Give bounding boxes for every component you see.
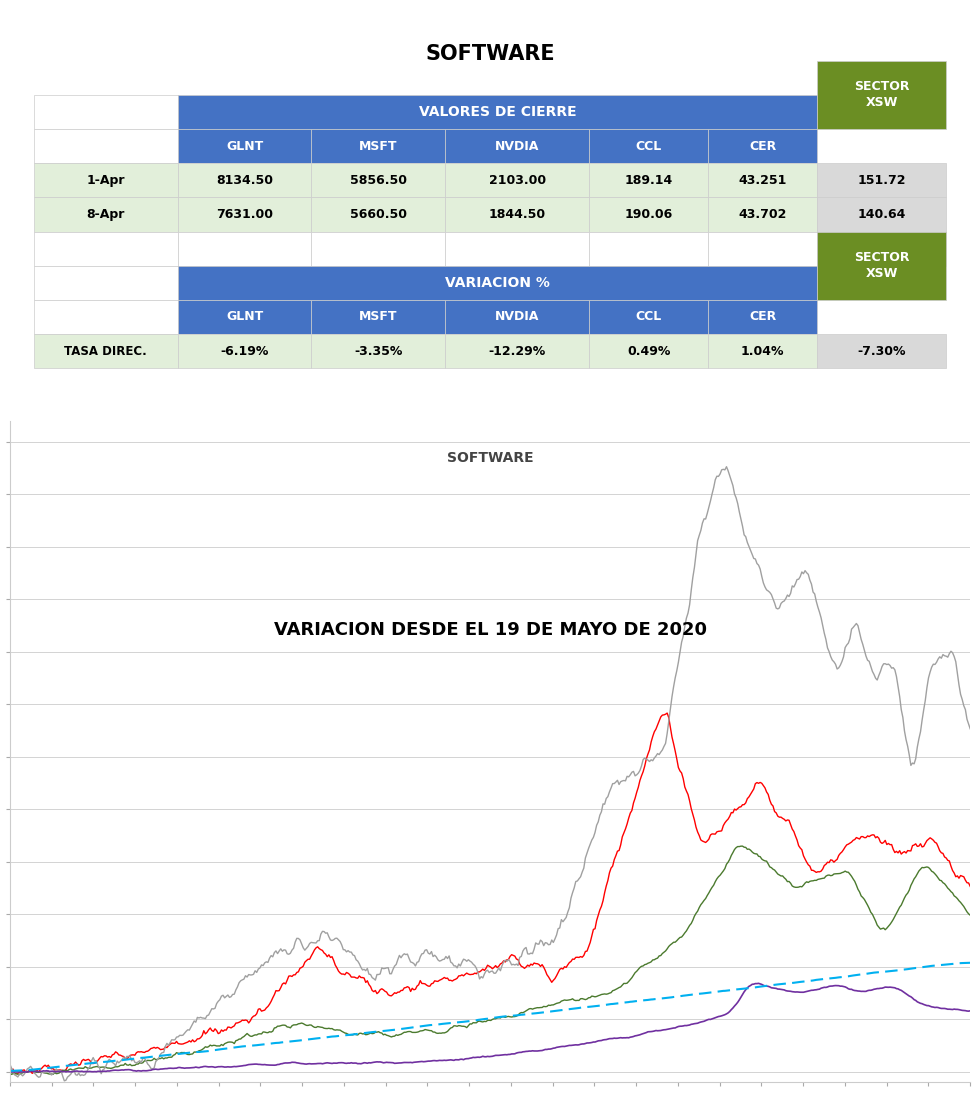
Text: GLNT: GLNT — [226, 310, 264, 324]
Bar — [589, 232, 709, 266]
Bar — [312, 334, 445, 368]
Text: TASA DIREC.: TASA DIREC. — [65, 344, 147, 357]
Bar — [33, 266, 177, 299]
Text: VALORES DE CIERRE: VALORES DE CIERRE — [418, 105, 576, 119]
Text: NVDIA: NVDIA — [495, 140, 539, 153]
Bar — [312, 232, 445, 266]
Bar — [312, 163, 445, 198]
Bar — [445, 232, 589, 266]
Text: 2103.00: 2103.00 — [489, 174, 546, 187]
Bar — [817, 232, 946, 299]
Text: -12.29%: -12.29% — [489, 344, 546, 357]
Bar — [33, 198, 177, 232]
Bar — [177, 232, 312, 266]
Bar — [817, 334, 946, 368]
Text: SECTOR
XSW: SECTOR XSW — [854, 81, 909, 109]
Bar — [445, 163, 589, 198]
Bar — [709, 198, 817, 232]
Text: SECTOR
XSW: SECTOR XSW — [854, 251, 909, 280]
Bar — [445, 129, 589, 163]
Text: CER: CER — [749, 140, 776, 153]
Bar — [817, 232, 946, 266]
Text: CER: CER — [749, 310, 776, 324]
Text: CCL: CCL — [636, 140, 662, 153]
Text: 190.06: 190.06 — [624, 208, 673, 221]
Bar — [33, 129, 177, 163]
Text: 5660.50: 5660.50 — [350, 208, 407, 221]
Bar — [177, 163, 312, 198]
Bar — [445, 299, 589, 334]
Text: VARIACION DESDE EL 19 DE MAYO DE 2020: VARIACION DESDE EL 19 DE MAYO DE 2020 — [273, 622, 707, 639]
Text: 151.72: 151.72 — [858, 174, 906, 187]
Bar — [589, 129, 709, 163]
Bar — [312, 129, 445, 163]
Bar — [177, 198, 312, 232]
Bar — [33, 232, 177, 266]
Text: 1-Apr: 1-Apr — [86, 174, 125, 187]
Text: -6.19%: -6.19% — [220, 344, 269, 357]
Bar — [589, 198, 709, 232]
Bar — [709, 299, 817, 334]
Text: 1844.50: 1844.50 — [489, 208, 546, 221]
Bar — [33, 163, 177, 198]
Bar — [33, 334, 177, 368]
Text: 8-Apr: 8-Apr — [86, 208, 124, 221]
Bar — [177, 334, 312, 368]
Bar — [589, 163, 709, 198]
Text: NVDIA: NVDIA — [495, 310, 539, 324]
Text: GLNT: GLNT — [226, 140, 264, 153]
Bar — [445, 198, 589, 232]
Bar — [177, 129, 312, 163]
Text: -7.30%: -7.30% — [858, 344, 906, 357]
Bar — [709, 163, 817, 198]
Text: SOFTWARE: SOFTWARE — [447, 450, 533, 465]
Bar — [177, 299, 312, 334]
Bar — [312, 198, 445, 232]
Text: -3.35%: -3.35% — [354, 344, 403, 357]
Text: 1.04%: 1.04% — [741, 344, 784, 357]
Text: 43.251: 43.251 — [739, 174, 787, 187]
Bar — [589, 334, 709, 368]
Text: CCL: CCL — [636, 310, 662, 324]
Bar — [33, 299, 177, 334]
Text: MSFT: MSFT — [360, 140, 398, 153]
Text: MSFT: MSFT — [360, 310, 398, 324]
Bar — [709, 232, 817, 266]
Bar — [589, 299, 709, 334]
Bar — [817, 163, 946, 198]
Bar — [817, 198, 946, 232]
Text: SOFTWARE: SOFTWARE — [425, 45, 555, 64]
Text: 0.49%: 0.49% — [627, 344, 670, 357]
Text: 43.702: 43.702 — [739, 208, 787, 221]
Bar — [709, 129, 817, 163]
Text: 189.14: 189.14 — [624, 174, 673, 187]
Bar — [177, 266, 817, 299]
Text: 140.64: 140.64 — [858, 208, 906, 221]
Text: 8134.50: 8134.50 — [216, 174, 273, 187]
Bar — [177, 95, 817, 129]
Text: 5856.50: 5856.50 — [350, 174, 407, 187]
Text: 7631.00: 7631.00 — [216, 208, 273, 221]
Text: VARIACION %: VARIACION % — [445, 275, 550, 290]
Bar — [709, 334, 817, 368]
Bar — [312, 299, 445, 334]
Bar — [33, 95, 177, 129]
Bar — [817, 61, 946, 129]
Bar — [445, 334, 589, 368]
